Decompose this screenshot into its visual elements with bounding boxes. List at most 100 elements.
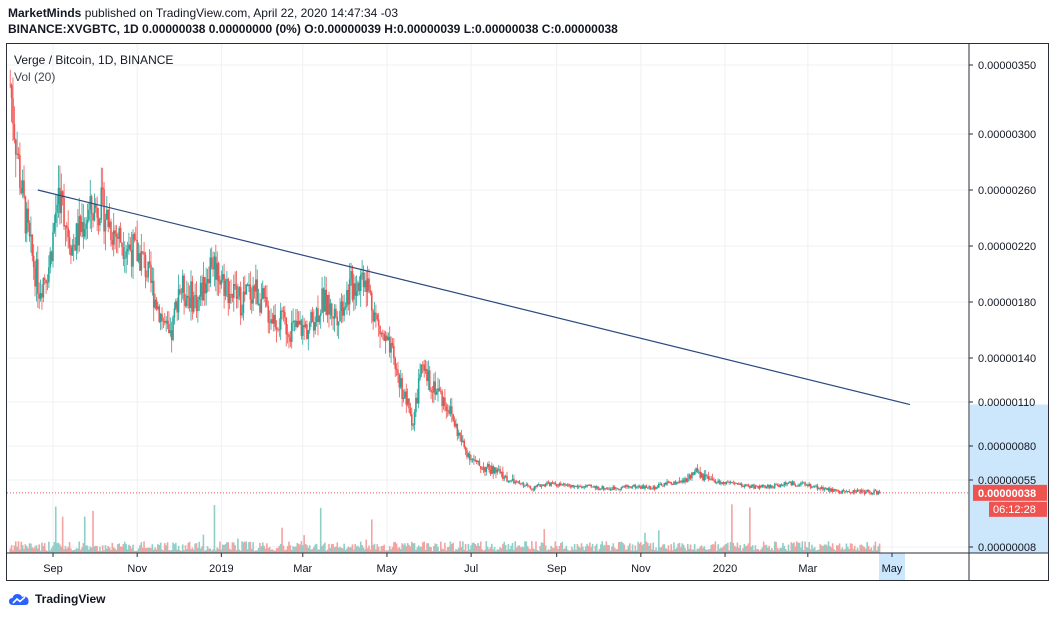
candle-body: [397, 370, 399, 376]
candle-body: [23, 180, 25, 197]
volume-bar: [282, 545, 285, 553]
volume-bar: [714, 541, 717, 553]
trendline[interactable]: [37, 189, 911, 406]
candle-body: [634, 484, 637, 488]
candle-body: [762, 485, 765, 486]
candle-body: [722, 482, 725, 484]
volume-bar: [725, 543, 728, 553]
volume-bar: [235, 550, 238, 553]
volume-bar: [848, 549, 851, 553]
candle-body: [409, 408, 412, 415]
volume-bar: [660, 546, 663, 553]
candle-body: [126, 248, 129, 252]
volume-bar: [278, 545, 281, 553]
candle-body: [671, 483, 674, 485]
volume-bar: [39, 550, 42, 553]
candle-body: [511, 478, 514, 481]
candle-body: [241, 313, 243, 316]
volume-bar: [553, 548, 555, 553]
logo-text: TradingView: [35, 592, 106, 606]
volume-bar: [422, 542, 424, 553]
candle-body: [793, 481, 795, 485]
volume-bar: [52, 545, 54, 553]
volume-bar: [406, 543, 409, 553]
candle-body: [70, 247, 72, 256]
candle-body: [853, 490, 856, 493]
volume-bar: [598, 548, 601, 553]
chart-frame[interactable]: [6, 43, 1049, 581]
volume-bar: [184, 545, 187, 553]
volume-bar: [718, 548, 721, 553]
volume-bar: [478, 545, 481, 553]
publisher-name[interactable]: MarketMinds: [8, 6, 82, 20]
candle-body: [598, 489, 601, 491]
volume-bar: [442, 549, 445, 553]
candle-body: [693, 471, 696, 475]
volume-bar: [216, 547, 219, 553]
volume-bar: [252, 542, 254, 553]
candle-body: [330, 303, 333, 317]
volume-bar: [673, 542, 675, 553]
volume-bar: [856, 547, 859, 553]
volume-bar: [695, 550, 697, 553]
candle-body: [506, 475, 508, 482]
candle-body: [42, 278, 45, 298]
candle-body: [499, 469, 501, 474]
volume-bar: [427, 543, 430, 553]
volume-bar: [506, 549, 508, 553]
price-axis[interactable]: 0.00000350 0.00000300 0.00000260 0.00000220…: [968, 44, 1047, 580]
volume-bar: [565, 545, 568, 553]
volume-bar: [83, 516, 86, 553]
candle-body: [670, 482, 673, 484]
candle-body: [248, 284, 250, 287]
volume-bar: [852, 548, 855, 553]
candle-body: [547, 482, 550, 484]
volume-bar: [696, 548, 699, 553]
candle-body: [691, 472, 693, 479]
volume-bar: [762, 541, 765, 553]
volume-bar: [573, 543, 576, 553]
candle-body: [427, 370, 430, 382]
volume-bar: [261, 542, 264, 553]
tradingview-logo[interactable]: TradingView: [8, 592, 105, 606]
candle-body: [277, 328, 279, 330]
volume-bar: [631, 544, 634, 553]
candle-body: [802, 482, 805, 484]
time-axis[interactable]: Sep Nov 2019 Mar May Jul Sep Nov 2020 Mar May: [7, 552, 1048, 575]
volume-bar: [274, 550, 276, 553]
volume-bar: [311, 549, 314, 553]
candle-body: [847, 491, 849, 492]
volume-bar: [267, 548, 270, 553]
volume-bar: [439, 541, 442, 553]
volume-bar: [27, 548, 29, 553]
volume-bar: [755, 549, 758, 553]
volume-bar: [834, 550, 837, 553]
volume-bar: [172, 542, 174, 553]
candle-body: [215, 256, 217, 280]
volume-bar: [583, 550, 586, 553]
candle-body: [525, 484, 528, 486]
volume-bar: [641, 545, 644, 553]
candle-body: [239, 287, 242, 316]
volume-bar: [721, 547, 724, 553]
volume-bar: [531, 541, 533, 553]
candle-body: [524, 485, 526, 487]
volume-bar: [486, 546, 489, 553]
volume-indicator-label[interactable]: Vol (20): [14, 70, 56, 84]
volume-bar: [833, 549, 835, 553]
candle-body: [190, 281, 192, 308]
volume-bar: [12, 550, 14, 553]
volume-bar: [591, 543, 594, 553]
volume-bar: [457, 547, 460, 553]
volume-bar: [842, 549, 845, 553]
published-text: published on TradingView.com, April 22, …: [84, 6, 399, 20]
series-title[interactable]: Verge / Bitcoin, 1D, BINANCE: [14, 53, 174, 67]
candle-body: [546, 482, 548, 485]
candle-body: [157, 306, 159, 309]
candle-body: [221, 274, 224, 280]
candle-body: [92, 213, 94, 221]
candle-body: [862, 490, 864, 492]
candle-body: [90, 196, 93, 214]
candle-body: [616, 488, 619, 490]
